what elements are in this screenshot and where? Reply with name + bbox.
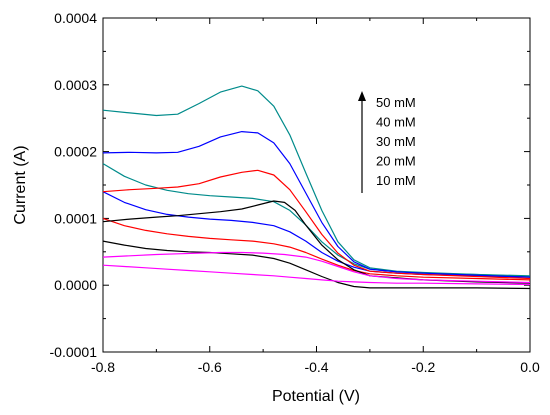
x-axis-title: Potential (V) xyxy=(272,388,360,405)
x-tick-labels: -0.8 -0.6 -0.4 -0.2 0.0 xyxy=(91,359,540,375)
legend-entry: 40 mM xyxy=(376,115,416,130)
series-reverse-line xyxy=(102,191,531,278)
series-reverse-line xyxy=(102,240,531,290)
y-tick-label: -0.0001 xyxy=(50,344,98,360)
series-reverse-line xyxy=(102,264,531,286)
series-reverse-line xyxy=(102,217,531,281)
legend-items: 50 mM 40 mM 30 mM 20 mM 10 mM xyxy=(376,95,416,188)
legend-entry: 10 mM xyxy=(376,173,416,188)
plot-frame xyxy=(102,17,531,353)
legend: 50 mM 40 mM 30 mM 20 mM 10 mM xyxy=(358,91,416,193)
y-tick-label: 0.0002 xyxy=(54,144,97,160)
series-5 xyxy=(102,251,531,286)
legend-entry: 30 mM xyxy=(376,134,416,149)
series-3 xyxy=(102,169,531,281)
series-forward-line xyxy=(102,85,531,278)
x-tick-label: 0.0 xyxy=(520,359,540,375)
y-tick-label: 0.0001 xyxy=(54,210,97,226)
x-tick-label: -0.2 xyxy=(411,359,435,375)
x-tick-label: -0.8 xyxy=(91,359,115,375)
y-tick-label: 0.0000 xyxy=(54,277,97,293)
series-forward-line xyxy=(102,131,531,278)
series-forward-line xyxy=(102,251,531,284)
legend-entry: 50 mM xyxy=(376,95,416,110)
y-axis-title: Current (A) xyxy=(12,145,29,224)
x-tick-label: -0.4 xyxy=(304,359,328,375)
legend-entry: 20 mM xyxy=(376,154,416,169)
series-layer xyxy=(102,85,531,290)
series-reverse-line xyxy=(102,163,531,277)
series-2 xyxy=(102,131,531,278)
y-tick-label: 0.0003 xyxy=(54,77,97,93)
legend-arrow-head xyxy=(358,91,366,101)
series-1 xyxy=(102,85,531,278)
series-forward-line xyxy=(102,169,531,280)
x-tick-label: -0.6 xyxy=(198,359,222,375)
axis-ticks xyxy=(102,17,531,353)
y-tick-labels: -0.0001 0.0000 0.0001 0.0002 0.0003 0.0004 xyxy=(50,10,98,360)
y-tick-label: 0.0004 xyxy=(54,10,97,26)
